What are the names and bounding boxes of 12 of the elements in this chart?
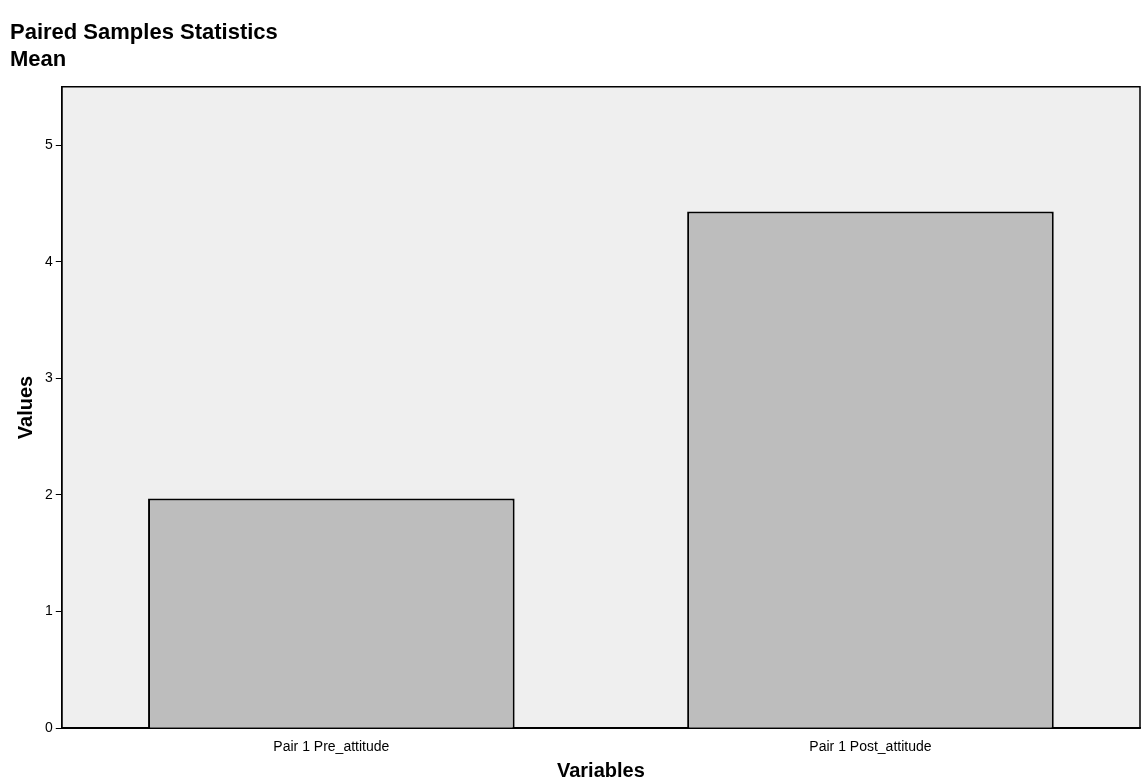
- x-tick-label: Pair 1 Pre_attitude: [273, 738, 390, 755]
- y-tick-label: 5: [44, 135, 53, 152]
- y-tick-label: 2: [44, 485, 53, 502]
- chart-title: Paired Samples Statistics: [10, 19, 278, 45]
- y-tick-label: 0: [44, 719, 53, 736]
- y-tick-label: 3: [44, 369, 53, 386]
- y-tick-label: 1: [44, 602, 53, 619]
- x-axis-title: Variables: [556, 758, 645, 781]
- y-axis-title: Values: [13, 375, 36, 440]
- x-tick-label: Pair 1 Post_attitude: [809, 738, 932, 755]
- chart-subtitle: Mean: [10, 45, 67, 71]
- y-tick-label: 4: [44, 252, 53, 269]
